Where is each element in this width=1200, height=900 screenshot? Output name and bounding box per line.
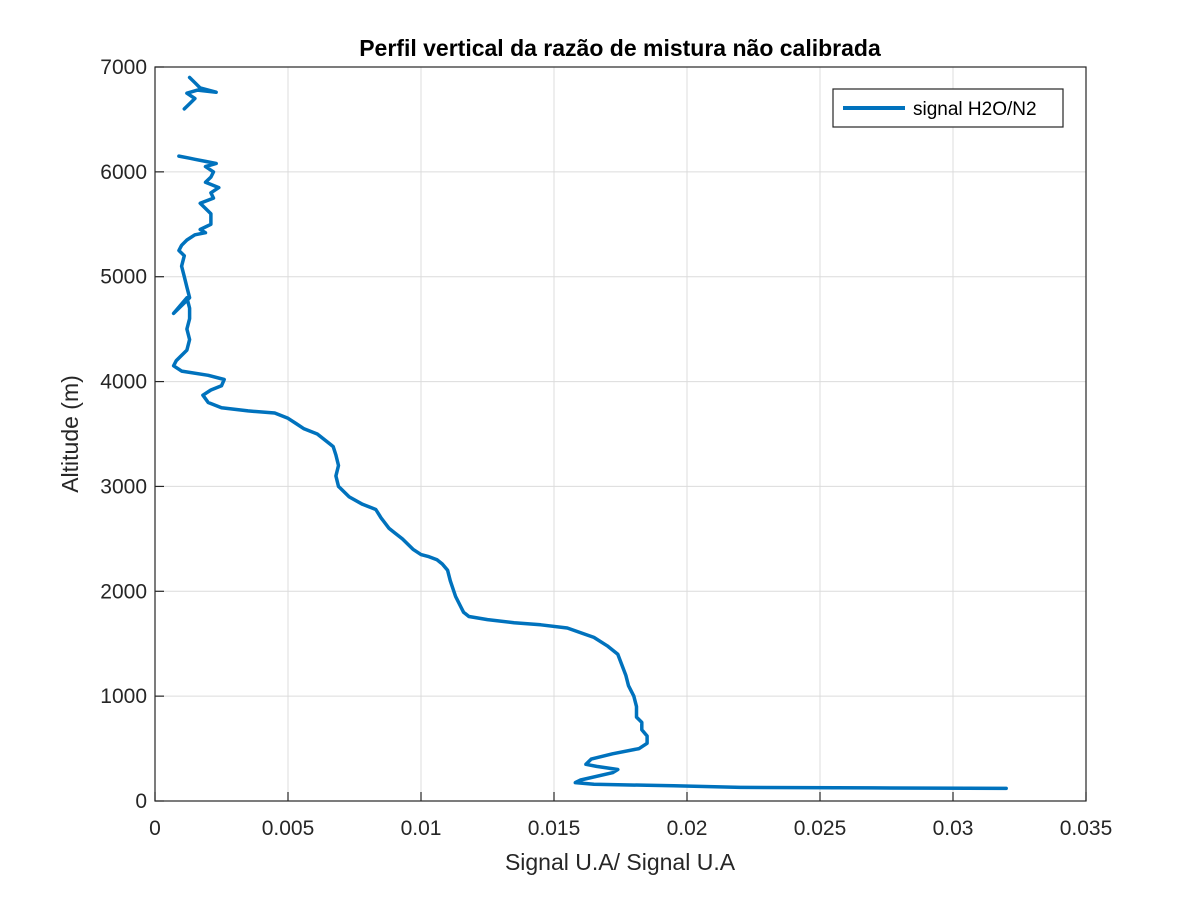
x-tick-label: 0.005	[262, 817, 315, 840]
plot-frame	[154, 66, 1087, 802]
y-tick-label: 2000	[100, 580, 147, 603]
plot-area	[155, 67, 1086, 801]
y-tick-label: 3000	[100, 475, 147, 498]
chart-title: Perfil vertical da razão de mistura não …	[359, 35, 881, 61]
legend: signal H2O/N2	[832, 88, 1064, 128]
x-tick-label: 0.015	[528, 817, 581, 840]
y-tick-label: 5000	[100, 266, 147, 289]
y-tick-label: 6000	[100, 161, 147, 184]
series-layer	[171, 75, 1008, 791]
x-tick-label: 0.025	[794, 817, 847, 840]
x-tick-label: 0.02	[667, 817, 708, 840]
y-tick-label: 1000	[100, 685, 147, 708]
x-axis-label: Signal U.A/ Signal U.A	[505, 849, 736, 875]
y-tick-label: 4000	[100, 371, 147, 394]
y-tick-label: 7000	[100, 56, 147, 79]
x-tick-label: 0.035	[1060, 817, 1113, 840]
series-line	[171, 75, 1008, 791]
x-tick-label: 0	[149, 817, 161, 840]
ticks: 0 0.005 0.01 0.015 0.02 0.025 0.03 0.035 0 1000 20…	[100, 56, 1112, 840]
x-tick-label: 0.01	[401, 817, 442, 840]
legend-label: signal H2O/N2	[913, 99, 1037, 120]
y-tick-label: 0	[135, 790, 147, 813]
x-tick-label: 0.03	[933, 817, 974, 840]
y-axis-label: Altitude (m)	[57, 375, 83, 493]
